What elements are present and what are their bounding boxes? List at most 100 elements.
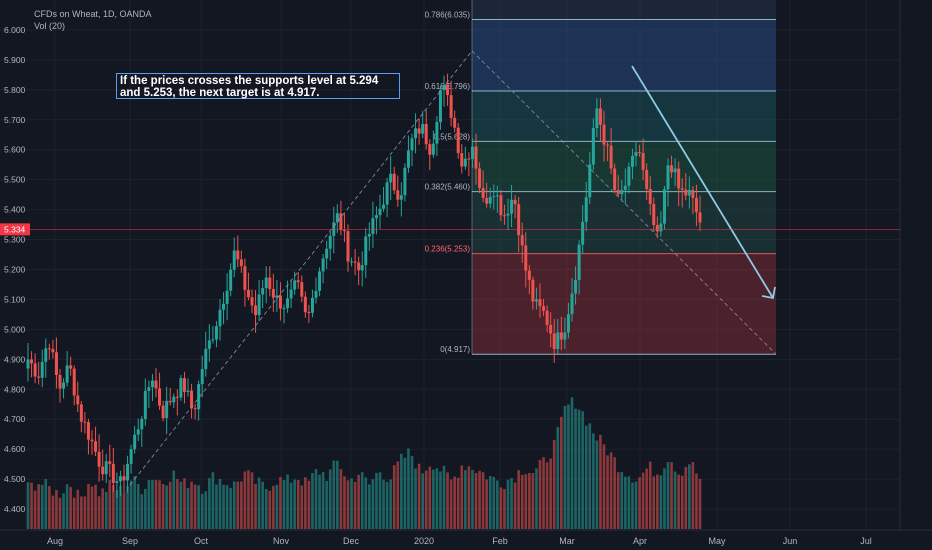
volume-bar bbox=[389, 479, 392, 529]
candle-body bbox=[129, 449, 133, 464]
volume-bar bbox=[179, 481, 183, 529]
y-tick-label: 5.300 bbox=[4, 235, 26, 245]
candle-body bbox=[673, 168, 677, 173]
candle-body bbox=[371, 218, 375, 234]
volume-bar bbox=[673, 471, 677, 529]
volume-bar bbox=[506, 479, 510, 529]
volume-bar bbox=[556, 427, 560, 529]
volume-bar bbox=[360, 472, 364, 529]
volume-bar bbox=[513, 482, 517, 529]
volume-bar bbox=[83, 496, 87, 529]
last-price-label: 5.334 bbox=[4, 224, 26, 234]
volume-bar bbox=[592, 433, 595, 529]
candle-body bbox=[325, 248, 329, 259]
volume-bar bbox=[26, 482, 30, 529]
candle-body bbox=[524, 245, 528, 271]
volume-bar bbox=[218, 478, 222, 529]
volume-bar bbox=[680, 475, 684, 529]
candle-body bbox=[374, 215, 378, 219]
candle-body bbox=[350, 261, 354, 263]
volume-bar bbox=[257, 477, 261, 529]
volume-bar bbox=[144, 488, 147, 529]
volume-bar bbox=[325, 480, 328, 529]
candle-body bbox=[339, 213, 343, 231]
candle-body bbox=[246, 289, 250, 298]
volume-bar bbox=[154, 479, 158, 529]
candle-body bbox=[44, 348, 48, 362]
fib-zone bbox=[472, 19, 776, 92]
candle-body bbox=[378, 208, 382, 216]
candle-body bbox=[527, 270, 531, 280]
candle-body bbox=[588, 164, 592, 198]
candle-body bbox=[421, 124, 425, 134]
candle-body bbox=[26, 359, 30, 369]
volume-bar bbox=[613, 457, 616, 529]
candle-body bbox=[118, 476, 122, 482]
x-tick-label: Apr bbox=[633, 536, 647, 546]
volume-bar bbox=[304, 477, 307, 529]
candle-body bbox=[670, 165, 674, 173]
candle-body bbox=[534, 299, 538, 302]
volume-bar bbox=[101, 488, 104, 529]
candle-body bbox=[606, 144, 610, 146]
volume-bar bbox=[400, 453, 403, 529]
candle-body bbox=[545, 310, 549, 325]
volume-bar bbox=[336, 460, 339, 529]
volume-bar bbox=[247, 470, 250, 529]
candle-body bbox=[314, 290, 318, 298]
candle-body bbox=[225, 290, 229, 304]
candle-body bbox=[182, 378, 186, 392]
volume-bar bbox=[289, 482, 293, 529]
y-tick-label: 5.600 bbox=[4, 145, 26, 155]
volume-bar bbox=[94, 484, 97, 529]
volume-bar bbox=[133, 476, 136, 529]
annotation-box[interactable]: If the prices crosses the supports level… bbox=[116, 73, 400, 99]
volume-indicator-label[interactable]: Vol (20) bbox=[34, 21, 66, 31]
candle-body bbox=[136, 429, 140, 435]
candle-body bbox=[467, 158, 471, 160]
candle-body bbox=[517, 204, 521, 236]
volume-bar bbox=[385, 482, 389, 529]
volume-bar bbox=[236, 481, 240, 529]
candle-body bbox=[474, 146, 478, 169]
volume-bar bbox=[602, 444, 606, 529]
candle-body bbox=[211, 339, 215, 341]
candle-body bbox=[143, 390, 147, 419]
candle-body bbox=[296, 280, 300, 283]
candle-body bbox=[598, 108, 602, 125]
volume-bar bbox=[392, 465, 396, 529]
fib-zone bbox=[472, 91, 776, 142]
candle-body bbox=[286, 298, 290, 309]
volume-bar bbox=[531, 473, 535, 529]
candle-body bbox=[403, 167, 407, 196]
volume-bar bbox=[510, 478, 513, 529]
candle-body bbox=[478, 168, 482, 188]
volume-bar bbox=[631, 482, 634, 529]
volume-bar bbox=[286, 474, 289, 529]
volume-bar bbox=[48, 486, 51, 529]
candle-body bbox=[552, 333, 556, 349]
volume-bar bbox=[439, 471, 442, 529]
candle-body bbox=[446, 85, 450, 96]
volume-bar bbox=[168, 481, 172, 529]
volume-bar bbox=[254, 483, 257, 529]
volume-bar bbox=[648, 461, 652, 529]
symbol-title[interactable]: CFDs on Wheat, 1D, OANDA bbox=[34, 9, 152, 19]
volume-bar bbox=[545, 462, 549, 529]
candle-body bbox=[687, 190, 691, 196]
volume-bar bbox=[208, 478, 211, 529]
volume-bar bbox=[432, 469, 435, 529]
candle-body bbox=[549, 324, 553, 334]
fib-level-label: 0.5(5.628) bbox=[434, 132, 471, 141]
candle-body bbox=[186, 390, 190, 392]
y-tick-label: 4.500 bbox=[4, 474, 26, 484]
candle-body bbox=[691, 190, 695, 198]
volume-bar bbox=[481, 472, 485, 529]
volume-bar bbox=[136, 483, 140, 529]
volume-bar bbox=[350, 478, 353, 529]
chart-header: CFDs on Wheat, 1D, OANDA Vol (20) bbox=[34, 8, 152, 32]
volume-bar bbox=[666, 462, 670, 529]
candle-body bbox=[566, 314, 570, 333]
x-axis: Aug Sep Oct Nov Dec 2020 Feb Mar Apr May Jun Jul bbox=[0, 529, 932, 546]
